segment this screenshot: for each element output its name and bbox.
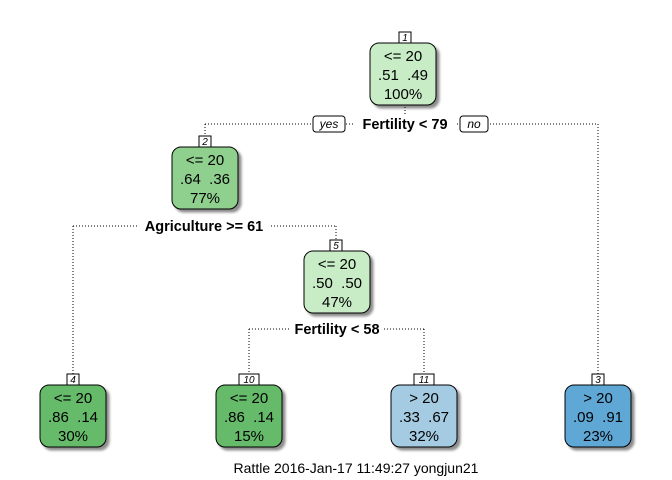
node-1-number: 1 xyxy=(402,33,408,44)
node-1-class: <= 20 xyxy=(384,48,422,65)
node-4-number: 4 xyxy=(70,375,76,386)
node-4-probs: .86 .14 xyxy=(48,409,98,426)
node-2-box xyxy=(171,146,239,210)
split-label-node5: Fertility < 58 xyxy=(294,322,379,338)
node-11-pct: 32% xyxy=(409,428,439,445)
node-10: 10 <= 20 .86 .14 15% xyxy=(215,373,283,448)
node-5: 5 <= 20 .50 .50 47% xyxy=(303,239,371,314)
node-4-class: <= 20 xyxy=(54,390,92,407)
node-3-box xyxy=(564,384,632,448)
node-3-class: > 20 xyxy=(583,390,613,407)
node-3: 3 > 20 .09 .91 23% xyxy=(564,373,632,448)
node-11-box xyxy=(390,384,458,448)
node-11-class: > 20 xyxy=(409,390,439,407)
yes-label: yes xyxy=(319,117,339,131)
node-5-box xyxy=(303,250,371,314)
node-11-probs: .33 .67 xyxy=(399,409,449,426)
node-1-pct: 100% xyxy=(384,86,422,103)
node-5-pct: 47% xyxy=(322,294,352,311)
node-10-probs: .86 .14 xyxy=(224,409,274,426)
node-5-class: <= 20 xyxy=(318,256,356,273)
node-1-box xyxy=(369,42,437,106)
node-2-number: 2 xyxy=(201,137,208,148)
node-4-pct: 30% xyxy=(58,428,88,445)
node-3-number: 3 xyxy=(595,375,601,386)
node-10-box xyxy=(215,384,283,448)
node-5-probs: .50 .50 xyxy=(312,275,362,292)
node-3-probs: .09 .91 xyxy=(573,409,623,426)
node-4-box xyxy=(39,384,107,448)
no-label: no xyxy=(467,117,481,131)
node-11-number: 11 xyxy=(419,375,429,386)
node-5-number: 5 xyxy=(333,241,339,252)
node-3-pct: 23% xyxy=(583,428,613,445)
split-labels: Fertility < 79 yes no Agriculture >= 61 … xyxy=(138,114,489,338)
node-10-number: 10 xyxy=(243,375,255,386)
node-1-probs: .51 .49 xyxy=(378,67,428,84)
node-2: 2 <= 20 .64 .36 77% xyxy=(171,135,239,210)
node-4: 4 <= 20 .86 .14 30% xyxy=(39,373,107,448)
split-label-node2: Agriculture >= 61 xyxy=(145,219,263,235)
node-11: 11 > 20 .33 .67 32% xyxy=(390,373,458,448)
node-10-class: <= 20 xyxy=(230,390,268,407)
split-label-root: Fertility < 79 xyxy=(362,117,447,133)
node-2-probs: .64 .36 xyxy=(180,171,230,188)
node-2-pct: 77% xyxy=(190,190,220,207)
node-1: 1 <= 20 .51 .49 100% xyxy=(369,31,437,106)
caption: Rattle 2016-Jan-17 11:49:27 yongjun21 xyxy=(234,460,479,476)
node-2-class: <= 20 xyxy=(186,152,224,169)
node-10-pct: 15% xyxy=(234,428,264,445)
